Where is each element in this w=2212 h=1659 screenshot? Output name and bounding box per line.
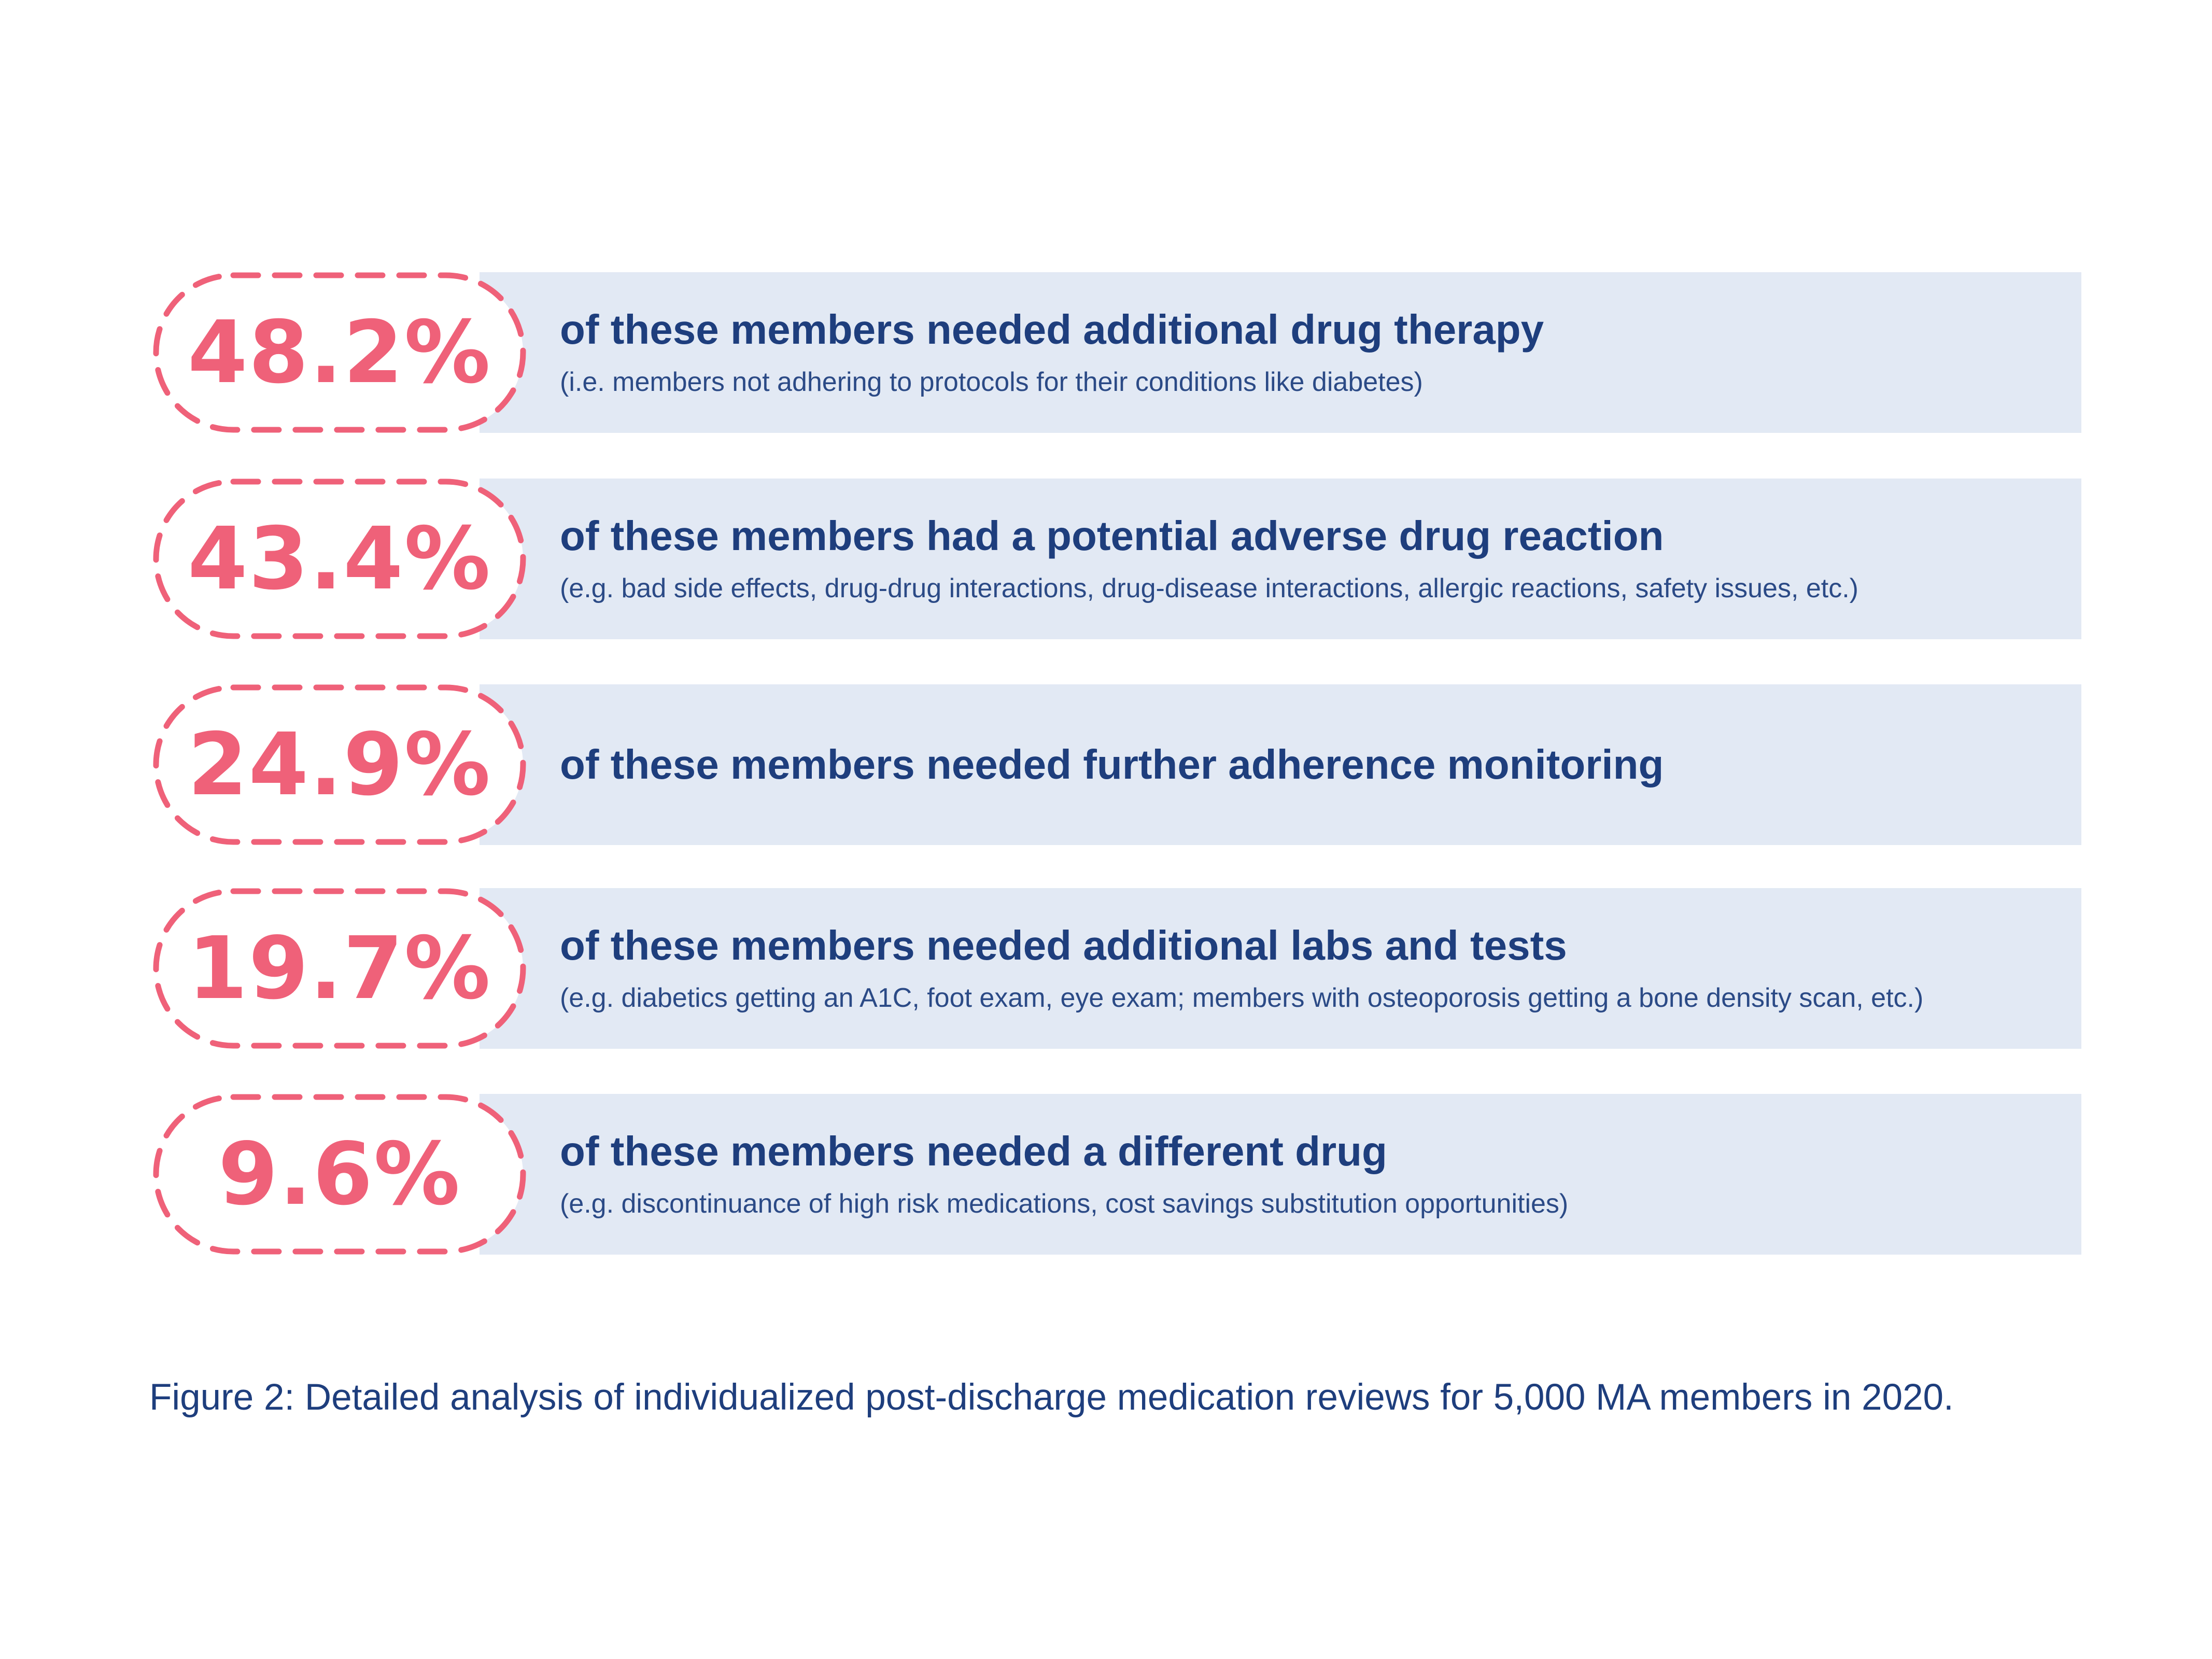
stat-row-2: 43.4% of these members had a potential a… xyxy=(150,479,2081,639)
stat-headline: of these members had a potential adverse… xyxy=(560,513,1664,559)
stat-detail: (e.g. bad side effects, drug-drug intera… xyxy=(560,573,1858,604)
dashed-pill-outline xyxy=(153,684,526,845)
stat-headline: of these members needed additional drug … xyxy=(560,306,1544,353)
dashed-pill-outline xyxy=(153,888,526,1049)
stat-band xyxy=(480,479,2081,639)
stat-text: of these members needed further adherenc… xyxy=(560,684,2074,845)
stat-text: of these members needed additional labs … xyxy=(560,888,2074,1049)
stat-band xyxy=(480,684,2081,845)
stat-headline: of these members needed further adherenc… xyxy=(560,741,1664,788)
stat-value: 24.9% xyxy=(188,714,491,815)
stat-row-4: 19.7% of these members needed additional… xyxy=(150,888,2081,1049)
stat-text: of these members needed additional drug … xyxy=(560,272,2074,433)
stat-row-5: 9.6% of these members needed a different… xyxy=(150,1094,2081,1255)
stat-value: 19.7% xyxy=(188,918,491,1019)
stat-text: of these members needed a different drug… xyxy=(560,1094,2074,1255)
stat-pill: 19.7% xyxy=(153,888,526,1049)
stat-band xyxy=(480,1094,2081,1255)
stat-detail: (e.g. discontinuance of high risk medica… xyxy=(560,1189,1569,1219)
stat-pill: 9.6% xyxy=(153,1094,526,1255)
stat-value: 43.4% xyxy=(188,509,491,609)
stat-band xyxy=(480,272,2081,433)
figure-caption: Figure 2: Detailed analysis of individua… xyxy=(149,1377,1954,1418)
stat-row-1: 48.2% of these members needed additional… xyxy=(150,272,2081,433)
stat-detail: (i.e. members not adhering to protocols … xyxy=(560,367,1423,398)
stat-pill: 24.9% xyxy=(153,684,526,845)
stat-value: 48.2% xyxy=(188,302,491,403)
stat-pill: 48.2% xyxy=(153,272,526,433)
dashed-pill-outline xyxy=(153,272,526,433)
stat-band xyxy=(480,888,2081,1049)
stat-row-3: 24.9% of these members needed further ad… xyxy=(150,684,2081,845)
dashed-pill-outline xyxy=(153,479,526,639)
stat-pill: 43.4% xyxy=(153,479,526,639)
stat-headline: of these members needed additional labs … xyxy=(560,922,1567,969)
stat-value: 9.6% xyxy=(218,1124,461,1225)
stat-detail: (e.g. diabetics getting an A1C, foot exa… xyxy=(560,983,1924,1014)
dashed-pill-outline xyxy=(153,1094,526,1255)
stat-text: of these members had a potential adverse… xyxy=(560,479,2074,639)
stat-headline: of these members needed a different drug xyxy=(560,1128,1387,1175)
